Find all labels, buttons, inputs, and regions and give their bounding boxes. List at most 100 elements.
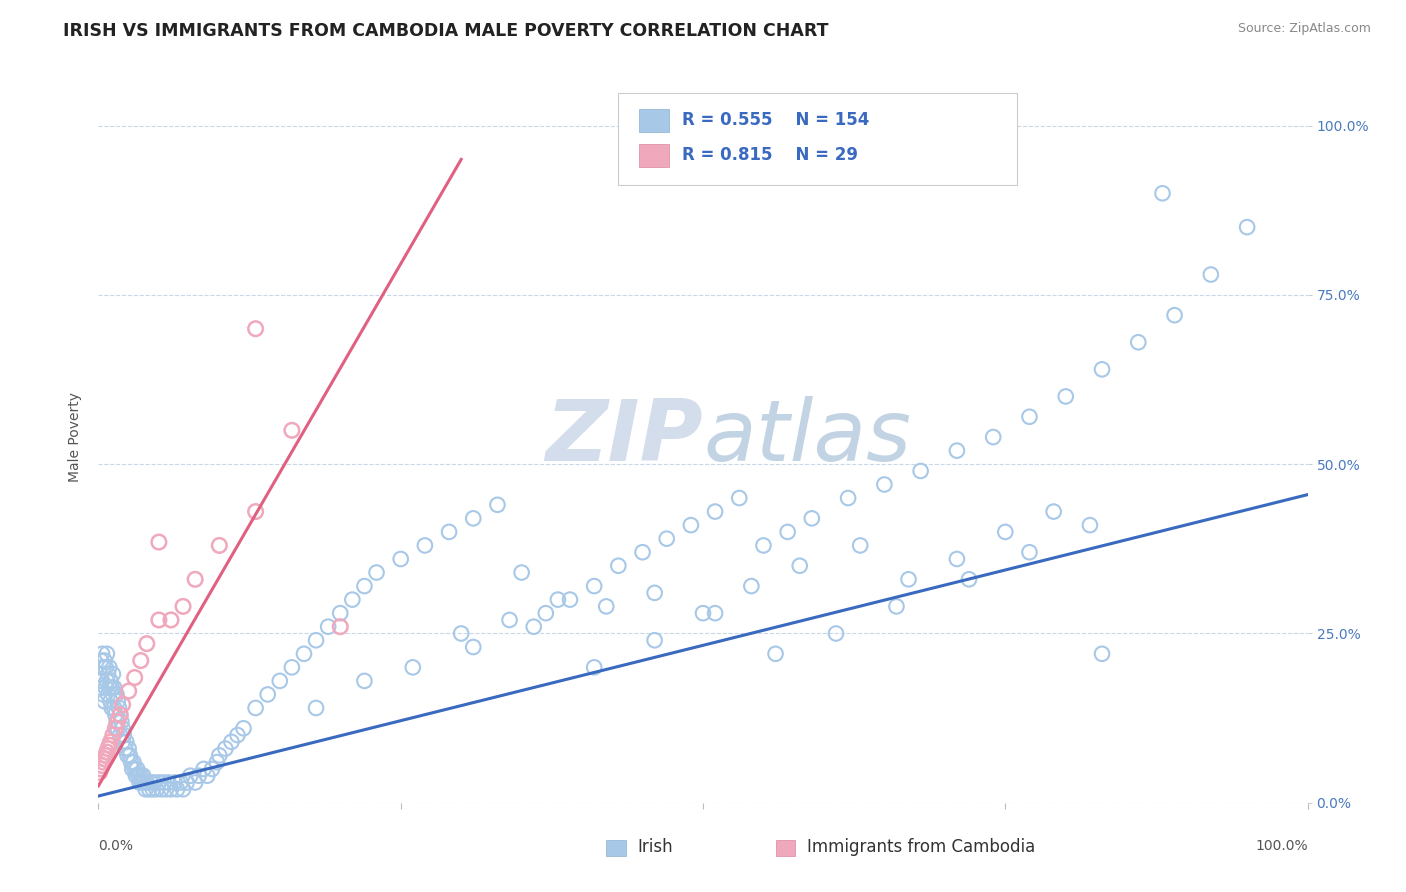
Point [110,714,132,729]
Point [184,572,207,586]
Point [107,694,129,708]
Point [558,592,581,607]
Point [169,775,191,789]
Point [498,613,520,627]
Point [583,660,606,674]
Point [1091,647,1114,661]
Point [583,579,606,593]
Point [108,701,131,715]
Point [139,775,162,789]
Point [107,714,129,729]
Point [281,423,304,437]
Point [98,681,121,695]
Point [800,511,823,525]
Point [129,654,152,668]
Point [135,775,157,789]
Point [195,769,218,783]
Point [849,538,872,552]
Point [728,491,751,505]
Point [981,430,1004,444]
Point [135,637,157,651]
Point [789,558,811,573]
Point [105,714,128,729]
Point [98,660,121,674]
Point [148,613,170,627]
Y-axis label: Male Poverty: Male Poverty [69,392,83,482]
Point [752,538,775,552]
Point [94,681,117,695]
Point [96,673,118,688]
Point [534,606,557,620]
Point [208,538,231,552]
Point [135,782,157,797]
Text: R = 0.555    N = 154: R = 0.555 N = 154 [682,112,870,129]
Point [98,738,121,752]
Point [172,599,194,614]
Point [96,647,118,661]
Point [187,769,209,783]
Point [91,647,114,661]
Point [886,599,908,614]
Point [101,667,124,681]
Point [644,633,666,648]
Text: R = 0.815    N = 29: R = 0.815 N = 29 [682,146,859,164]
Point [176,775,198,789]
Point [124,671,146,685]
Point [118,748,141,763]
Point [118,684,141,698]
Point [214,741,236,756]
Point [89,667,111,681]
Point [316,620,339,634]
Point [1236,220,1258,235]
Point [124,762,146,776]
Point [150,782,173,797]
Point [155,782,177,797]
Point [108,707,131,722]
Point [389,552,412,566]
Point [765,647,787,661]
Point [193,762,215,776]
Point [91,755,114,769]
Text: 100.0%: 100.0% [1256,839,1308,854]
Point [450,626,472,640]
Point [163,775,186,789]
Point [305,633,328,648]
Point [105,688,128,702]
Point [245,505,267,519]
Point [93,694,115,708]
FancyBboxPatch shape [638,109,669,132]
Point [104,721,127,735]
Point [897,572,920,586]
Point [1018,545,1040,559]
Text: IRISH VS IMMIGRANTS FROM CAMBODIA MALE POVERTY CORRELATION CHART: IRISH VS IMMIGRANTS FROM CAMBODIA MALE P… [63,22,828,40]
Point [704,606,727,620]
Point [1078,518,1101,533]
Point [108,728,131,742]
Text: atlas: atlas [703,395,911,479]
Point [96,745,118,759]
Point [269,673,291,688]
Point [127,769,149,783]
Point [90,654,112,668]
Point [607,558,630,573]
Point [100,673,122,688]
Point [172,782,194,797]
Point [91,660,114,674]
Point [256,688,278,702]
FancyBboxPatch shape [776,840,794,856]
Point [100,735,122,749]
Point [1163,308,1185,322]
Point [129,769,152,783]
Point [91,758,114,772]
Point [402,660,425,674]
Point [152,775,174,789]
Point [101,728,124,742]
Point [122,755,145,769]
Point [523,620,546,634]
Point [166,782,188,797]
Point [413,538,436,552]
Point [90,762,112,776]
Point [120,755,142,769]
Point [245,701,267,715]
Point [946,443,969,458]
